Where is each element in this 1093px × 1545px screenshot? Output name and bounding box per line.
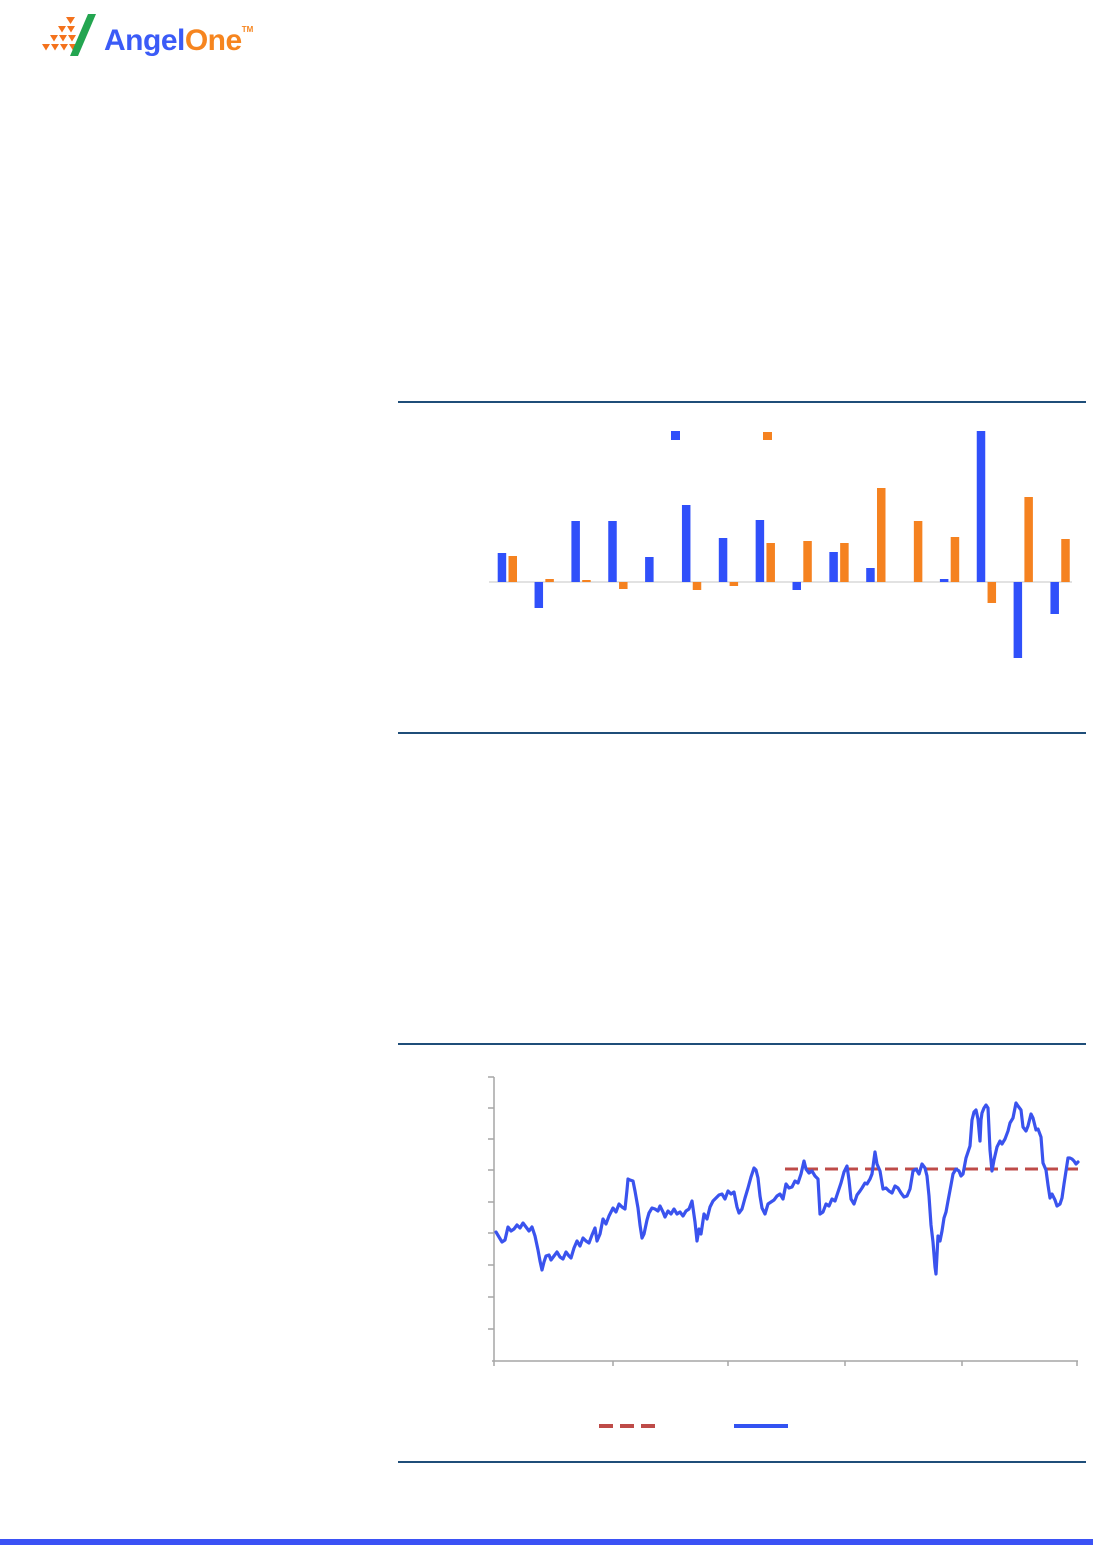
bar-blue-series-14 bbox=[976, 431, 986, 582]
bar-orange-series-11 bbox=[877, 488, 886, 582]
bar-orange-series-8 bbox=[766, 543, 775, 582]
bar-orange-series-1 bbox=[508, 556, 517, 582]
line-chart bbox=[488, 1076, 1080, 1428]
bar-chart bbox=[489, 431, 1072, 658]
section-rule-below-line-chart bbox=[398, 1461, 1086, 1463]
logo-text-angel: Angel bbox=[104, 23, 185, 57]
line-series bbox=[494, 1101, 1080, 1276]
section-rule-top bbox=[398, 401, 1086, 403]
bar-blue-series-11 bbox=[866, 568, 875, 582]
bar-blue-series-7 bbox=[718, 538, 728, 582]
bar-blue-series-3 bbox=[571, 521, 580, 582]
bar-orange-series-14 bbox=[987, 582, 997, 603]
bar-blue-series-2 bbox=[534, 582, 544, 608]
bar-orange-series-2 bbox=[545, 579, 554, 582]
bar-blue-series-16 bbox=[1050, 582, 1059, 614]
bar-blue-series-5 bbox=[645, 557, 654, 582]
bar-orange-series-7 bbox=[729, 582, 739, 586]
bar-orange-series-15 bbox=[1024, 497, 1033, 582]
bar-legend-swatch-orange bbox=[763, 432, 772, 440]
bar-blue-series-8 bbox=[755, 520, 765, 582]
bar-orange-series-3 bbox=[582, 580, 591, 582]
bar-orange-series-9 bbox=[803, 541, 812, 582]
bar-blue-series-4 bbox=[608, 521, 617, 582]
bar-orange-series-4 bbox=[619, 582, 628, 589]
bar-blue-series-6 bbox=[681, 505, 691, 582]
section-rule-below-bar-chart bbox=[398, 732, 1086, 734]
bar-blue-series-1 bbox=[497, 553, 507, 582]
bar-orange-series-12 bbox=[913, 521, 923, 582]
bar-blue-series-9 bbox=[792, 582, 801, 590]
logo-wordmark: AngelOneTM bbox=[104, 7, 253, 64]
bar-orange-series-16 bbox=[1061, 539, 1070, 582]
bar-orange-series-6 bbox=[692, 582, 702, 590]
footer-accent-bar bbox=[0, 1539, 1093, 1545]
bar-blue-series-10 bbox=[829, 552, 838, 582]
logo: AngelOneTM bbox=[32, 12, 253, 58]
bar-blue-series-15 bbox=[1013, 582, 1023, 658]
section-rule-above-line-chart bbox=[398, 1043, 1086, 1045]
bar-orange-series-10 bbox=[840, 543, 849, 582]
bar-orange-series-13 bbox=[950, 537, 960, 582]
logo-text-one: One bbox=[184, 23, 242, 57]
bar-blue-series-13 bbox=[939, 579, 949, 582]
angelone-logo-icon bbox=[42, 14, 96, 56]
bar-legend-swatch-blue bbox=[671, 431, 680, 440]
logo-trademark: TM bbox=[241, 24, 254, 34]
